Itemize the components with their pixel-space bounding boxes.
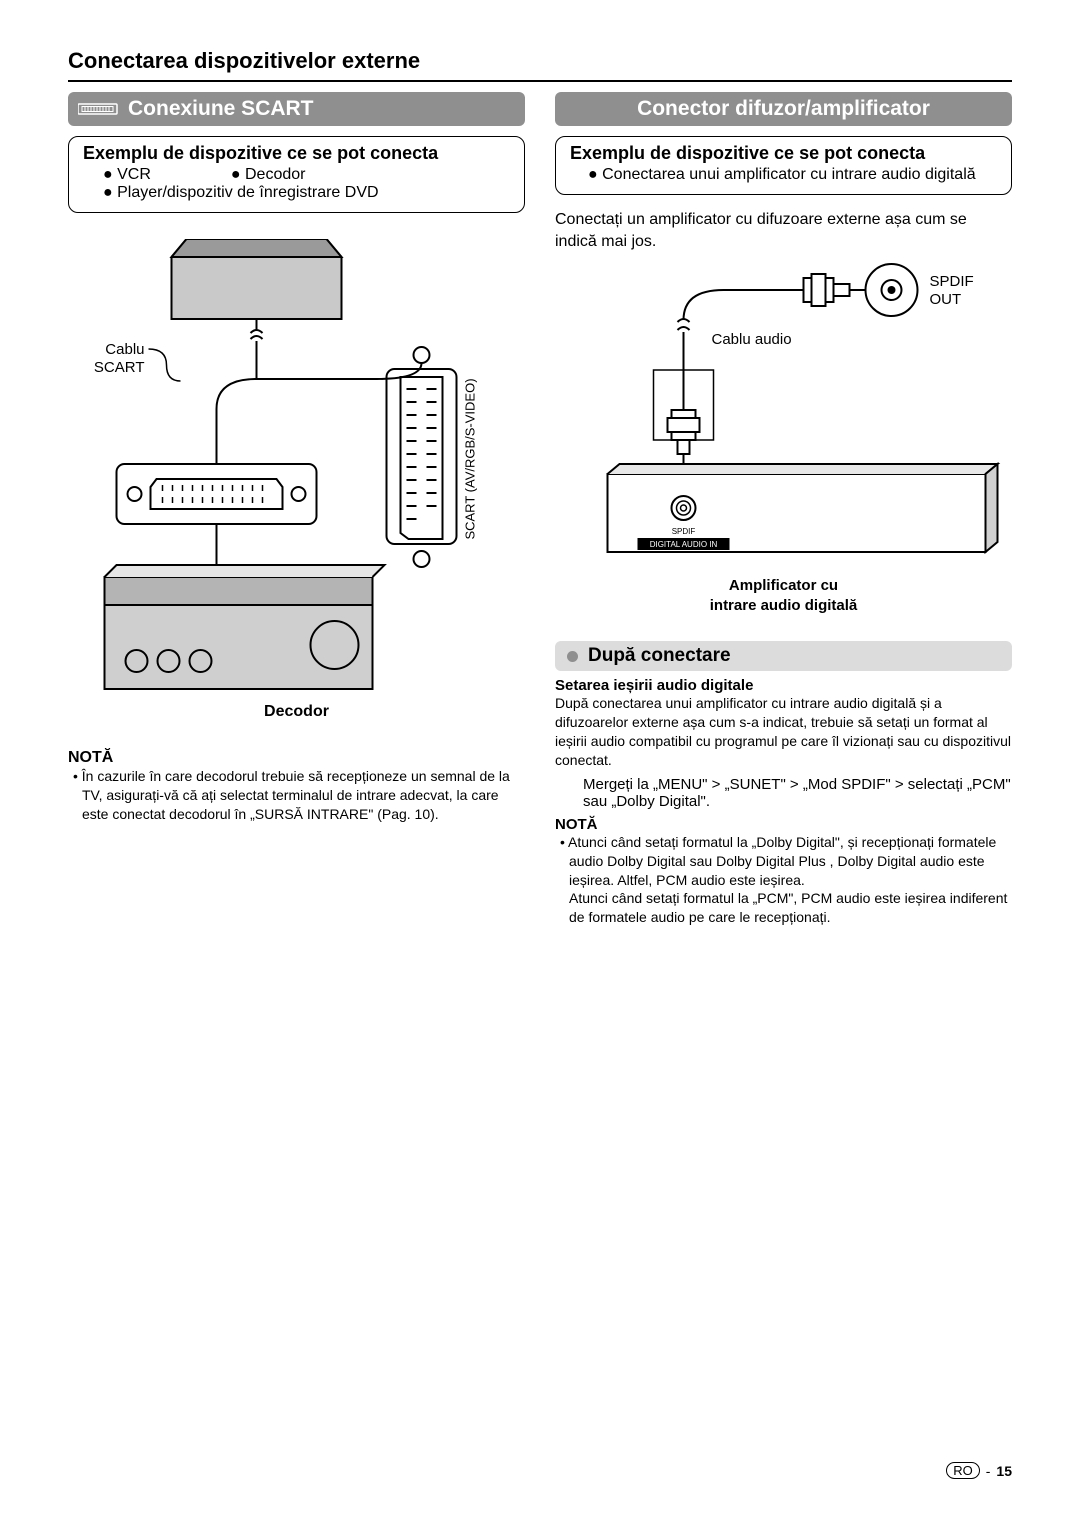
- scart-port-label: SCART (AV/RGB/S-VIDEO): [463, 378, 478, 539]
- after-sub-heading: Setarea ieșirii audio digitale: [555, 677, 1012, 694]
- scart-diagram: Cablu SCART: [68, 239, 525, 699]
- scart-nota-heading: NOTĂ: [68, 749, 525, 767]
- amp-port-small-label: SPDIF: [672, 527, 696, 536]
- amp-section-title: Conector difuzor/amplificator: [637, 97, 930, 121]
- amp-caption-1: Amplificator cu: [729, 577, 838, 594]
- decoder-box-icon: [105, 565, 385, 689]
- bullet-circle-icon: [567, 651, 578, 662]
- scart-plug-icon: [78, 101, 118, 117]
- cable-label-1: Cablu: [105, 341, 144, 358]
- footer-dash: -: [986, 1463, 991, 1479]
- after-indent: Mergeți la „MENU" > „SUNET" > „Mod SPDIF…: [555, 776, 1012, 810]
- scart-diagram-svg: Cablu SCART: [68, 239, 525, 699]
- top-rule: [68, 80, 1012, 82]
- amp-section-bar: Conector difuzor/amplificator: [555, 92, 1012, 126]
- bullet-decoder: ● Decodor: [211, 166, 306, 184]
- scart-section-bar: Conexiune SCART: [68, 92, 525, 126]
- footer-page-number: 15: [996, 1463, 1012, 1479]
- amp-example-box: Exemplu de dispozitive ce se pot conecta…: [555, 136, 1012, 195]
- page-footer: RO - 15: [946, 1462, 1012, 1479]
- left-column: Conexiune SCART Exemplu de dispozitive c…: [68, 92, 525, 927]
- scart-section-title: Conexiune SCART: [128, 97, 314, 121]
- amp-caption: Amplificator cu intrare audio digitală: [555, 576, 1012, 615]
- amp-diagram: SPDIF OUT Cablu audio: [555, 260, 1012, 570]
- scart-bullets-row: ● VCR ● Decodor: [83, 166, 510, 184]
- footer-locale: RO: [946, 1462, 980, 1479]
- spdif-jack-icon: [866, 264, 918, 316]
- scart-nota-body: • În cazurile în care decodorul trebuie …: [68, 767, 525, 824]
- amp-cable-label: Cablu audio: [712, 331, 792, 348]
- decoder-caption: Decodor: [68, 703, 525, 721]
- scart-plug-left-icon: [117, 464, 317, 524]
- after-connect-bar: După conectare: [555, 641, 1012, 671]
- optical-plug-top-icon: [804, 274, 866, 306]
- scart-example-box: Exemplu de dispozitive ce se pot conecta…: [68, 136, 525, 213]
- scart-plug-right-icon: [387, 347, 457, 567]
- bullet-vcr: ● VCR: [83, 166, 151, 184]
- amp-caption-2: intrare audio digitală: [710, 597, 858, 614]
- spdif-label-2: OUT: [930, 291, 962, 308]
- amp-nota-heading: NOTĂ: [555, 816, 1012, 833]
- spdif-label-1: SPDIF: [930, 273, 974, 290]
- content-columns: Conexiune SCART Exemplu de dispozitive c…: [68, 92, 1012, 927]
- after-body: După conectarea unui amplificator cu int…: [555, 694, 1012, 770]
- amplifier-box-icon: SPDIF DIGITAL AUDIO IN: [608, 464, 998, 552]
- bullet-dvd: ● Player/dispozitiv de înregistrare DVD: [83, 184, 510, 202]
- page-title: Conectarea dispozitivelor externe: [68, 48, 1012, 74]
- amp-intro-text: Conectați un amplificator cu difuzoare e…: [555, 209, 1012, 252]
- amp-port-band-label: DIGITAL AUDIO IN: [650, 540, 718, 549]
- scart-example-heading: Exemplu de dispozitive ce se pot conecta: [83, 143, 510, 164]
- amp-example-heading: Exemplu de dispozitive ce se pot conecta: [570, 143, 997, 164]
- after-connect-title: După conectare: [588, 645, 731, 667]
- amp-diagram-svg: SPDIF OUT Cablu audio: [555, 260, 1012, 570]
- cable-label-2: SCART: [94, 359, 145, 376]
- amp-nota-body: • Atunci când setați formatul la „Dolby …: [555, 833, 1012, 927]
- right-column: Conector difuzor/amplificator Exemplu de…: [555, 92, 1012, 927]
- bullet-amp: ● Conectarea unui amplificator cu intrar…: [570, 166, 997, 184]
